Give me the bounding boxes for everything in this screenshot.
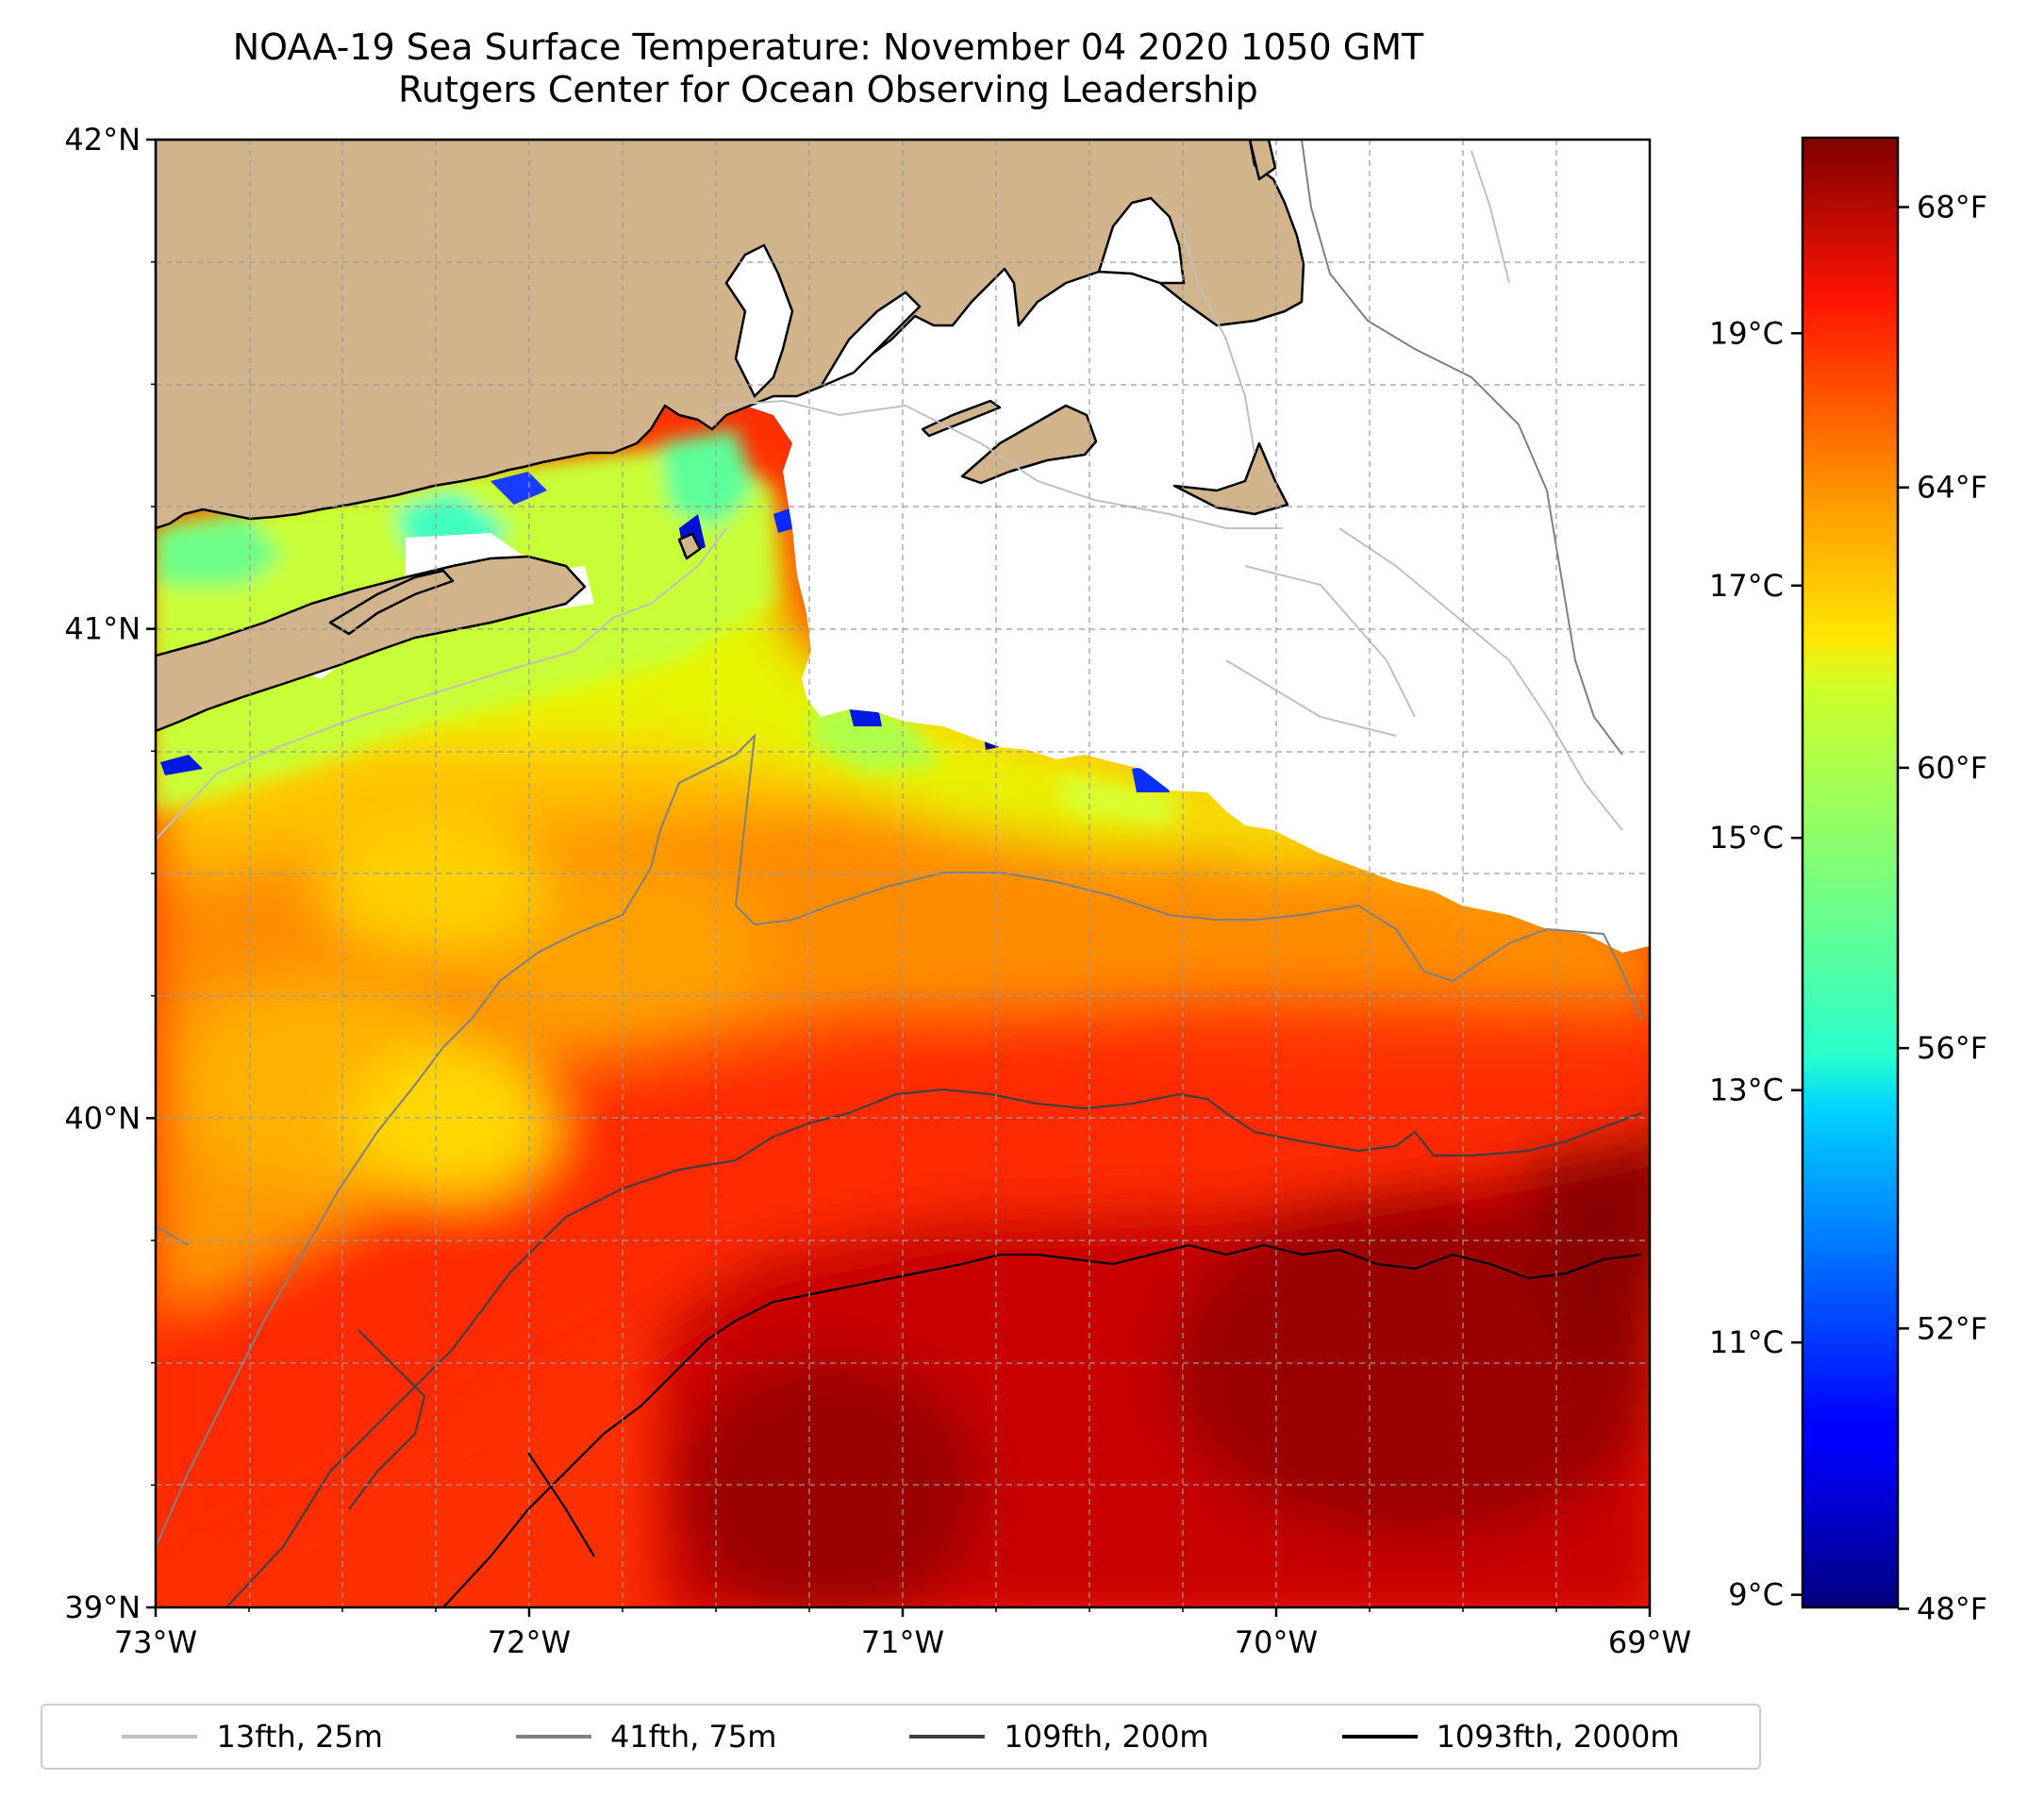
- land: [156, 140, 1305, 733]
- contour-25m: [156, 150, 1623, 840]
- fahrenheit-tick-label: 68°F: [1917, 190, 1987, 225]
- colorbar-fahrenheit-axis: 48°F 52°F 56°F 60°F 64°F 68°F: [1898, 190, 1987, 1626]
- legend-item: 1093fth, 2000m: [1341, 1719, 1680, 1755]
- fahrenheit-tick-label: 52°F: [1917, 1310, 1987, 1346]
- land-nantucket: [1172, 441, 1289, 516]
- celsius-tick-label: 11°C: [1709, 1324, 1784, 1360]
- lat-tick-label: 40°N: [64, 1100, 141, 1136]
- buzzards-bay: [817, 291, 922, 390]
- legend-line-swatch: [515, 1735, 591, 1739]
- fahrenheit-tick-label: 60°F: [1917, 750, 1987, 786]
- legend-item: 109fth, 200m: [909, 1719, 1209, 1755]
- legend-line-swatch: [909, 1735, 986, 1739]
- lat-tick-label: 41°N: [64, 611, 141, 647]
- land-cape-cod-tip: [1248, 140, 1277, 181]
- lat-axis: 42°N 41°N 40°N 39°N: [64, 122, 156, 1625]
- legend-line-swatch: [1341, 1735, 1418, 1739]
- colorbar-celsius-axis: 9°C 11°C 13°C 15°C 17°C 19°C: [1709, 315, 1803, 1613]
- gridlines: [156, 140, 1650, 1607]
- legend-line-swatch: [122, 1735, 198, 1739]
- colorbar-gradient: [1803, 138, 1898, 1607]
- lon-tick-label: 72°W: [488, 1624, 571, 1660]
- no-data-region: [736, 140, 1650, 953]
- lon-tick-label: 71°W: [861, 1624, 944, 1660]
- fahrenheit-tick-label: 56°F: [1917, 1030, 1987, 1066]
- lat-tick-label: 39°N: [64, 1589, 141, 1625]
- contour-2000m: [442, 1243, 1642, 1607]
- land-block-island: [677, 532, 702, 560]
- celsius-tick-label: 15°C: [1709, 820, 1784, 856]
- narragansett-bay: [724, 243, 794, 399]
- fahrenheit-tick-label: 64°F: [1917, 470, 1987, 506]
- legend-item: 13fth, 25m: [122, 1719, 383, 1755]
- celsius-tick-label: 17°C: [1709, 568, 1784, 604]
- celsius-tick-label: 19°C: [1709, 315, 1784, 351]
- lon-tick-label: 69°W: [1608, 1624, 1691, 1660]
- lat-tick-label: 42°N: [64, 122, 141, 158]
- celsius-tick-label: 13°C: [1709, 1073, 1784, 1108]
- sst-field: [156, 140, 1650, 1607]
- land-elizabeth-islands: [921, 399, 1002, 438]
- lon-tick-label: 73°W: [114, 1624, 197, 1660]
- bathymetry-contours: [156, 140, 1642, 1607]
- land-mainland: [156, 140, 1305, 530]
- land-long-island: [156, 555, 587, 733]
- contour-200m: [225, 1088, 1642, 1607]
- legend-label: 13fth, 25m: [216, 1719, 383, 1755]
- contour-75m: [156, 140, 1642, 1548]
- map-subtitle: Rutgers Center for Ocean Observing Leade…: [398, 69, 1258, 110]
- legend-item: 41fth, 75m: [515, 1719, 777, 1755]
- legend-label: 109fth, 200m: [1004, 1719, 1209, 1755]
- colorbar-frame: [1801, 136, 1900, 1609]
- land-north-fork: [328, 569, 455, 636]
- lon-tick-label: 70°W: [1235, 1624, 1318, 1660]
- contour-legend: 13fth, 25m 41fth, 75m 109fth, 200m 1093fth,…: [41, 1704, 1761, 1770]
- fahrenheit-tick-label: 48°F: [1917, 1590, 1987, 1626]
- legend-label: 41fth, 75m: [609, 1719, 777, 1755]
- map-title: NOAA-19 Sea Surface Temperature: Novembe…: [232, 26, 1424, 68]
- lon-axis: 73°W 72°W 71°W 70°W 69°W: [114, 1607, 1691, 1660]
- legend-label: 1093fth, 2000m: [1436, 1719, 1680, 1755]
- celsius-tick-label: 9°C: [1728, 1577, 1784, 1613]
